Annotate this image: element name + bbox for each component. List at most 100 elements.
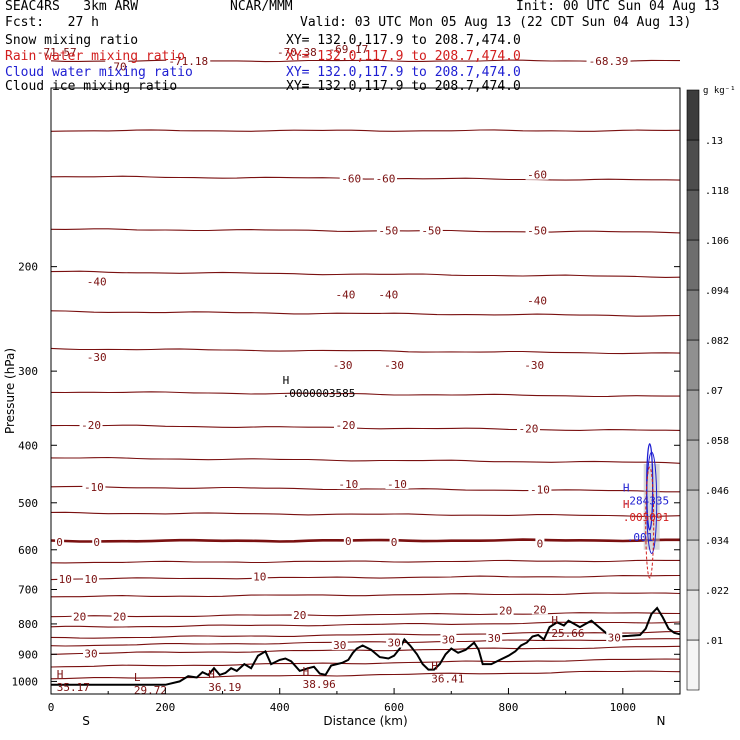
contour-label: -10 bbox=[530, 484, 550, 497]
isotherm-line bbox=[50, 59, 681, 63]
y-tick-label: 400 bbox=[18, 439, 38, 452]
isotherm-line bbox=[50, 645, 681, 655]
colorbar-tick-label: .106 bbox=[705, 236, 729, 247]
colorbar-tick-label: .094 bbox=[705, 286, 729, 297]
extremum-marker: H bbox=[208, 668, 215, 681]
y-axis-title: Pressure (hPa) bbox=[3, 348, 17, 434]
y-tick-label: 200 bbox=[18, 261, 38, 274]
contour-label: 20 bbox=[113, 611, 126, 624]
init-time: Init: 00 UTC Sun 04 Aug 13 bbox=[516, 0, 720, 14]
extremum-value: 35.17 bbox=[57, 681, 90, 694]
contour-label: -30 bbox=[384, 359, 404, 372]
extremum-value: .284335 bbox=[623, 494, 669, 507]
colorbar-bin bbox=[686, 339, 700, 391]
colorbar-tick-label: .082 bbox=[705, 336, 729, 347]
colorbar-unit-label: g kg⁻¹ bbox=[703, 86, 736, 96]
contour-label: -60 bbox=[376, 172, 396, 185]
colorbar-tick-label: .046 bbox=[705, 486, 729, 497]
contour-label: 20 bbox=[499, 605, 512, 618]
colorbar-tick-label: .034 bbox=[705, 536, 729, 547]
contour-label: 0 bbox=[345, 535, 352, 548]
colorbar-bin bbox=[686, 439, 700, 491]
contour-label: -10 bbox=[338, 478, 358, 491]
colorbar-bin bbox=[686, 89, 700, 141]
contour-label: -40 bbox=[378, 289, 398, 302]
cloud-water-contour bbox=[646, 451, 658, 554]
plot-frame bbox=[50, 87, 681, 695]
extremum-marker: H bbox=[283, 374, 290, 387]
isotherm-line bbox=[50, 630, 681, 639]
contour-label-bg bbox=[291, 609, 308, 621]
contour-label-bg bbox=[376, 224, 400, 236]
snow-legend-label: Snow mixing ratio bbox=[5, 33, 139, 48]
contour-label: -70.38 bbox=[277, 46, 317, 59]
colorbar-tick-label: .022 bbox=[705, 586, 729, 597]
contour-label: -50 bbox=[421, 225, 441, 238]
contour-label: -20 bbox=[81, 419, 101, 432]
isotherm-line bbox=[50, 670, 681, 680]
forecast-hour: Fcst: 27 h bbox=[5, 15, 99, 30]
y-tick-label: 800 bbox=[18, 618, 38, 631]
contour-label: -40 bbox=[87, 276, 107, 289]
isotherm-line bbox=[50, 511, 681, 517]
colorbar-bin bbox=[686, 189, 700, 241]
x-tick-label: 200 bbox=[155, 701, 175, 714]
contour-label-bg bbox=[34, 46, 79, 58]
extremum-marker: H bbox=[57, 668, 64, 681]
terrain-line bbox=[51, 606, 681, 686]
contour-label-bg bbox=[57, 572, 74, 584]
colorbar-bin bbox=[686, 589, 700, 641]
north-end-label: N bbox=[657, 714, 666, 728]
contour-label-bg bbox=[382, 359, 406, 371]
valid-time: Valid: 03 UTC Mon 05 Aug 13 (22 CDT Sun … bbox=[300, 15, 692, 30]
contour-label-bg bbox=[92, 535, 102, 547]
contour-label: -68.39 bbox=[589, 55, 629, 68]
contour-label: 30 bbox=[488, 632, 501, 645]
south-end-label: S bbox=[82, 714, 90, 728]
isotherm-line bbox=[50, 574, 681, 581]
contour-label-bg bbox=[166, 54, 211, 66]
rain-water-contour bbox=[645, 466, 655, 579]
contour-label: -60 bbox=[527, 169, 547, 182]
isotherm-line bbox=[50, 612, 681, 618]
contour-label: -69.17 bbox=[328, 43, 368, 56]
contour-label-bg bbox=[386, 636, 403, 648]
isotherm-line bbox=[50, 228, 681, 234]
contour-label-bg bbox=[82, 480, 106, 492]
contour-label-bg bbox=[528, 483, 552, 495]
y-tick-label: 700 bbox=[18, 584, 38, 597]
isotherm-line bbox=[50, 592, 681, 598]
colorbar-bin bbox=[686, 489, 700, 541]
contour-label: -50 bbox=[527, 225, 547, 238]
contour-label-bg bbox=[251, 570, 268, 582]
rain-legend-label: Rain water mixing ratio bbox=[5, 49, 186, 64]
y-tick-label: 900 bbox=[18, 648, 38, 661]
colorbar: .01 .022 .034 .046 .058 .07 .082 .094 .106 .118 .1… bbox=[686, 86, 736, 691]
x-tick-label: 400 bbox=[270, 701, 290, 714]
contour-label: 0 bbox=[93, 536, 100, 549]
contour-label: -20 bbox=[336, 419, 356, 432]
y-tick-label: 500 bbox=[18, 497, 38, 510]
contour-label-bg bbox=[525, 224, 549, 236]
contour-label-bg bbox=[385, 478, 409, 490]
colorbar-tick-label: .058 bbox=[705, 436, 729, 447]
contour-label: -40 bbox=[336, 289, 356, 302]
plot-background bbox=[51, 88, 680, 694]
colorbar-bin bbox=[686, 289, 700, 341]
extremum-value: .0000003585 bbox=[283, 387, 356, 400]
contour-label: -30 bbox=[87, 351, 107, 364]
contour-label-bg bbox=[389, 535, 399, 547]
contour-label-bg bbox=[85, 351, 109, 363]
colorbar-bin bbox=[686, 239, 700, 291]
contour-label: -50 bbox=[378, 225, 398, 238]
temperature-contours bbox=[50, 59, 681, 680]
contour-label: 30 bbox=[387, 637, 400, 650]
contour-label: 20 bbox=[293, 609, 306, 622]
contour-label: 20 bbox=[73, 611, 86, 624]
extremum-value: .005091 bbox=[623, 511, 669, 524]
rain-legend-xy: XY= 132.0,117.9 to 208.7,474.0 bbox=[286, 49, 521, 64]
contour-label-bg bbox=[111, 610, 128, 622]
contour-label-bg bbox=[333, 419, 357, 431]
isotherm-line bbox=[50, 658, 681, 668]
